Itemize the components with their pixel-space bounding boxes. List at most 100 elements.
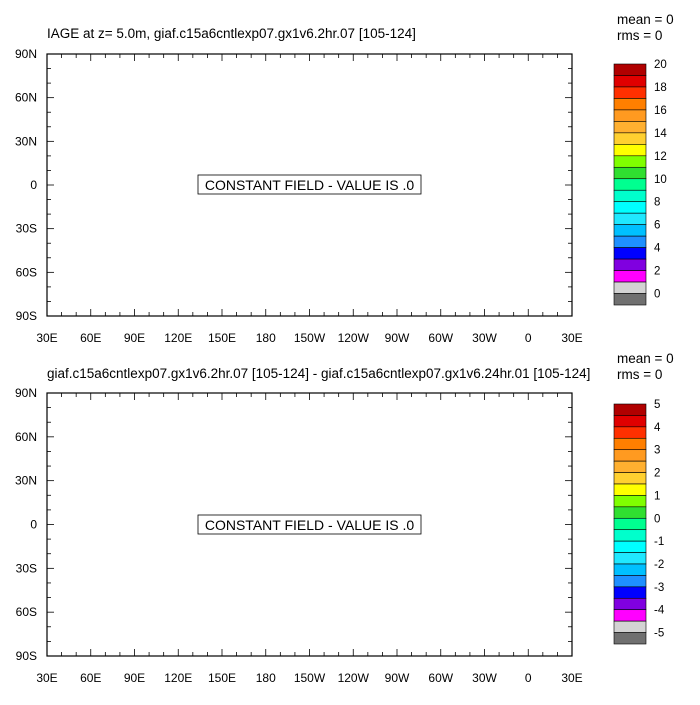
colorbar-swatch [613,415,647,428]
y-tick-label: 60N [15,91,37,105]
x-tick-label: 90W [385,671,410,685]
colorbar-swatch [613,178,647,191]
rms-stat: rms = 0 [617,367,662,382]
latitude-labels: 90N 60N 30N 0 30S 60S 90S [15,386,37,663]
colorbar-swatch [613,586,647,599]
colorbar-swatch [613,620,647,633]
colorbar-label: 20 [654,59,667,71]
colorbar [613,403,647,645]
colorbar-swatch [613,472,647,485]
y-tick-label: 30N [15,474,37,488]
x-tick-label: 60E [80,671,101,685]
colorbar-label: -4 [654,605,665,617]
y-tick-label: 0 [30,178,37,192]
x-tick-label: 150E [208,331,236,345]
x-tick-label: 0 [525,331,532,345]
colorbar-label: 8 [654,197,660,209]
colorbar-label: -1 [654,536,664,548]
colorbar-label: -2 [654,559,664,571]
colorbar-swatch [613,293,647,306]
colorbar-swatch [613,224,647,237]
colorbar-labels: 5 4 3 2 1 0 -1 -2 -3 -4 -5 [654,399,665,640]
colorbar-swatch [613,460,647,473]
colorbar-swatch [613,86,647,99]
x-tick-label: 30E [36,331,57,345]
colorbar-swatch [613,212,647,225]
colorbar-label: 16 [654,105,667,117]
colorbar-swatch [613,235,647,248]
colorbar-swatch [613,281,647,294]
longitude-labels: 30E 60E 90E 120E 150E 180 150W 120W 90W 60W 30W 0 30… [36,331,582,345]
y-tick-label: 60S [16,605,37,619]
y-tick-label: 90N [15,47,37,61]
y-tick-label: 90S [16,649,37,663]
constant-field-box [197,514,422,535]
constant-field-message: CONSTANT FIELD - VALUE IS .0 [205,517,414,533]
x-tick-label: 0 [525,671,532,685]
colorbar-swatch [613,529,647,542]
longitude-labels: 30E 60E 90E 120E 150E 180 150W 120W 90W 60W 30W 0 30… [36,671,582,685]
map-ticks [46,53,573,317]
colorbar-label: 3 [654,445,660,457]
colorbar-label: -3 [654,582,664,594]
colorbar-label: 6 [654,220,660,232]
y-tick-label: 30N [15,134,37,148]
colorbar-label: 2 [654,468,660,480]
panel-bottom: mean = 0 giaf.c15a6cntlexp07.gx1v6.2hr.0… [15,351,674,685]
colorbar-swatch [613,483,647,496]
colorbar-swatch [613,189,647,203]
y-tick-label: 60N [15,430,37,444]
colorbar-swatch [613,144,647,157]
colorbar-swatch [613,247,647,260]
x-tick-label: 30W [472,331,497,345]
constant-field-message: CONSTANT FIELD - VALUE IS .0 [205,177,414,193]
colorbar-swatch [613,403,647,416]
colorbar-swatch [613,258,647,271]
colorbar-swatch [613,575,647,588]
map-ticks [46,392,573,657]
x-tick-label: 120W [338,331,370,345]
colorbar-swatch [613,132,647,145]
x-tick-label: 180 [256,671,276,685]
x-tick-label: 30E [561,671,582,685]
latitude-labels: 90N 60N 30N 0 30S 60S 90S [15,47,37,323]
x-tick-label: 150W [294,671,326,685]
y-tick-label: 90S [16,309,37,323]
colorbar-label: 2 [654,266,660,278]
colorbar-swatch [613,495,647,508]
colorbar-swatch [613,98,647,111]
colorbar-swatch [613,109,647,122]
colorbar-swatch [613,270,647,283]
colorbar-label: 18 [654,82,667,94]
y-tick-label: 30S [16,561,37,575]
colorbar-swatch [613,517,647,531]
colorbar-swatch [613,166,647,180]
colorbar-swatch [613,540,647,553]
x-tick-label: 120E [164,671,192,685]
y-tick-label: 60S [16,265,37,279]
x-tick-label: 30E [36,671,57,685]
colorbar-swatch [613,201,647,214]
x-tick-label: 90E [124,671,145,685]
colorbar-label: -5 [654,628,664,640]
x-tick-label: 180 [256,331,276,345]
colorbar-swatch [613,155,647,168]
colorbar-swatch [613,552,647,565]
colorbar-swatch [613,597,647,611]
colorbar-swatch [613,75,647,88]
constant-field-box [197,174,422,195]
colorbar-label: 14 [654,128,667,140]
colorbar-swatch [613,63,647,76]
colorbar-swatch [613,426,647,439]
colorbar-swatch [613,121,647,134]
panel-title: giaf.c15a6cntlexp07.gx1v6.2hr.07 [105-12… [47,366,590,381]
colorbar-swatch [613,609,647,622]
colorbar-swatch [613,563,647,576]
mean-stat: mean = 0 [617,351,674,366]
x-tick-label: 150E [208,671,236,685]
colorbar-label: 4 [654,243,661,255]
x-tick-label: 30E [561,331,582,345]
colorbar-label: 5 [654,399,660,411]
